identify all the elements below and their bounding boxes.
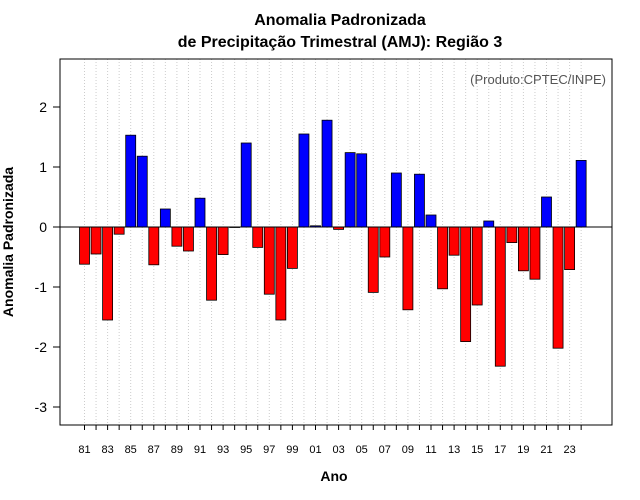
x-tick-label: 81 <box>78 444 90 456</box>
y-axis: -3 -2 -1 0 1 2 <box>35 99 60 415</box>
x-tick-label: 83 <box>101 444 113 456</box>
plot-frame <box>59 58 613 426</box>
bar <box>136 155 148 228</box>
bar <box>367 226 379 293</box>
bar <box>102 226 113 321</box>
y-tick-label: -3 <box>35 399 48 415</box>
x-axis: 81 83 85 87 89 91 93 95 97 99 01 03 05 07 09 11 13 15 17 19… <box>78 425 582 456</box>
x-tick-label: 13 <box>448 444 460 456</box>
bar <box>518 226 529 272</box>
bar <box>252 226 264 248</box>
bar <box>206 226 217 301</box>
bar <box>159 208 171 228</box>
x-tick-label: 05 <box>356 444 368 456</box>
bar <box>448 226 460 256</box>
y-axis-title: Anomalia Padronizada <box>0 167 16 317</box>
x-tick-label: 17 <box>494 444 506 456</box>
bar <box>390 172 402 228</box>
bar <box>90 226 102 255</box>
bar <box>425 214 437 228</box>
x-tick-label: 87 <box>148 444 160 456</box>
chart-title-line2: de Precipitação Trimestral (AMJ): Região… <box>178 34 503 51</box>
x-tick-label: 85 <box>125 444 137 456</box>
x-tick-label: 01 <box>309 444 321 456</box>
x-tick-label: 21 <box>540 444 552 456</box>
bar <box>356 153 368 228</box>
source-label: (Produto:CPTEC/INPE) <box>470 72 606 87</box>
bar <box>494 226 506 367</box>
bar <box>240 142 252 228</box>
bar <box>483 220 495 228</box>
x-tick-label: 03 <box>332 444 344 456</box>
bar <box>148 226 160 266</box>
x-tick-label: 07 <box>379 444 391 456</box>
bar <box>79 226 90 265</box>
y-tick-label: 2 <box>39 99 47 115</box>
bar <box>460 226 472 342</box>
bars <box>79 119 587 367</box>
x-tick-label: 99 <box>286 444 298 456</box>
bar <box>183 226 194 252</box>
x-tick-label: 09 <box>402 444 414 456</box>
bar <box>575 159 587 228</box>
y-tick-label: 0 <box>39 219 47 235</box>
bar <box>125 134 137 228</box>
x-tick-label: 93 <box>217 444 229 456</box>
bar <box>541 196 552 228</box>
y-tick-label: 1 <box>39 159 47 175</box>
bar <box>263 226 275 295</box>
bar <box>506 226 518 244</box>
bar <box>113 226 125 235</box>
bar <box>379 226 391 258</box>
bar <box>217 226 229 256</box>
x-tick-label: 19 <box>517 444 529 456</box>
bar <box>437 226 448 290</box>
bar <box>414 173 425 228</box>
bar <box>171 226 183 247</box>
bar <box>529 226 541 280</box>
x-tick-label: 91 <box>194 444 206 456</box>
bar <box>194 197 206 228</box>
bar <box>564 226 575 270</box>
bar <box>321 119 333 228</box>
bar <box>552 226 564 349</box>
bar <box>286 226 298 269</box>
x-axis-title: Ano <box>320 468 347 484</box>
y-tick-label: -1 <box>35 279 48 295</box>
x-tick-label: 15 <box>471 444 483 456</box>
x-tick-label: 23 <box>563 444 575 456</box>
bar <box>471 226 483 306</box>
x-tick-label: 11 <box>425 444 436 456</box>
chart-title-line1: Anomalia Padronizada <box>254 12 426 29</box>
x-tick-label: 95 <box>240 444 252 456</box>
x-tick-label: 97 <box>263 444 275 456</box>
bar <box>275 226 287 321</box>
y-tick-label: -2 <box>35 339 48 355</box>
bar <box>344 152 356 228</box>
bar <box>402 226 414 311</box>
bar <box>298 133 310 228</box>
x-tick-label: 89 <box>171 444 183 456</box>
